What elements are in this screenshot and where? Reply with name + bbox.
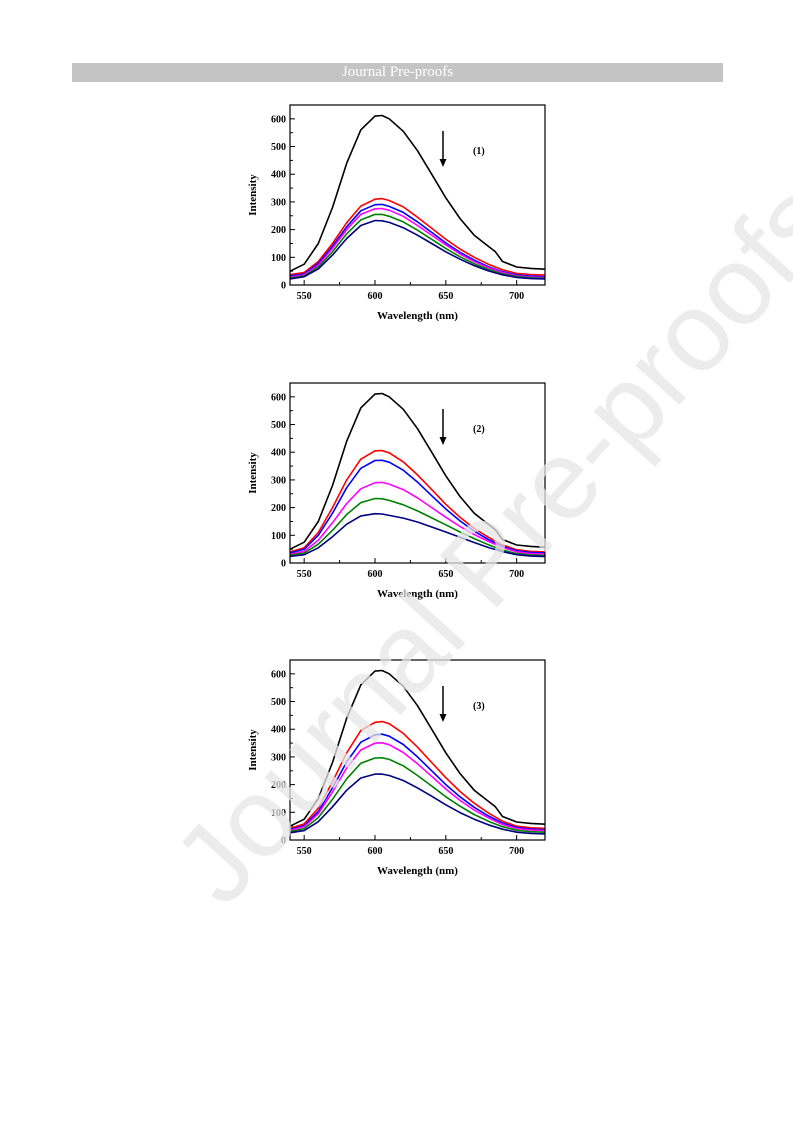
series-line-5 <box>289 497 546 557</box>
series-line-2 <box>289 449 546 553</box>
down-arrow-icon <box>439 159 447 167</box>
y-axis-label: Intensity <box>247 174 259 216</box>
x-tick-label: 650 <box>438 846 453 857</box>
series-line-1 <box>289 114 546 272</box>
y-tick-label: 300 <box>271 197 286 208</box>
x-tick-label: 550 <box>297 569 312 580</box>
series-line-5 <box>289 213 546 280</box>
series-line-1 <box>289 669 546 827</box>
series-line-3 <box>289 459 546 554</box>
y-tick-label: 100 <box>271 253 286 264</box>
emission-chart-3: 550 600 650 700 0 100 200 300 400 500 600 Wavelengt… <box>247 659 546 877</box>
series-line-3 <box>289 203 546 278</box>
y-tick-label: 100 <box>271 808 286 819</box>
y-tick-label: 100 <box>271 531 286 542</box>
y-tick-label: 400 <box>271 725 286 736</box>
y-tick-label: 600 <box>271 114 286 125</box>
x-tick-label: 550 <box>297 291 312 302</box>
plot-frame <box>289 659 546 841</box>
y-tick-label: 300 <box>271 752 286 763</box>
series-line-4 <box>289 207 546 279</box>
y-tick-label: 400 <box>271 170 286 181</box>
x-tick-label: 550 <box>297 846 312 857</box>
y-tick-label: 200 <box>271 780 286 791</box>
y-tick-label: 500 <box>271 420 286 431</box>
panel-label: (2) <box>473 424 485 435</box>
emission-chart-1: 550 600 650 700 0 100 200 300 400 500 600 Wavelengt… <box>247 104 546 322</box>
x-axis-label: Wavelength (nm) <box>377 865 458 877</box>
y-tick-label: 200 <box>271 225 286 236</box>
series-line-1 <box>289 392 546 550</box>
x-axis-label: Wavelength (nm) <box>377 588 458 600</box>
series-line-2 <box>289 197 546 276</box>
y-tick-label: 0 <box>281 559 286 570</box>
y-tick-label: 600 <box>271 392 286 403</box>
y-tick-label: 500 <box>271 142 286 153</box>
series-line-4 <box>289 481 546 555</box>
series-line-5 <box>289 757 546 833</box>
panel-label: (3) <box>473 701 485 712</box>
y-tick-label: 400 <box>271 448 286 459</box>
journal-header-bar: Journal Pre-proofs <box>72 63 723 82</box>
x-tick-label: 700 <box>509 291 524 302</box>
down-arrow-icon <box>439 437 447 445</box>
series-line-3 <box>289 733 546 831</box>
x-tick-label: 700 <box>509 846 524 857</box>
x-tick-label: 700 <box>509 569 524 580</box>
down-arrow-icon <box>439 714 447 722</box>
series-line-6 <box>289 219 546 280</box>
series-line-2 <box>289 720 546 830</box>
journal-header-title: Journal Pre-proofs <box>341 64 454 80</box>
y-tick-label: 200 <box>271 503 286 514</box>
x-axis-label: Wavelength (nm) <box>377 310 458 322</box>
y-tick-label: 0 <box>281 281 286 292</box>
emission-chart-2: 550 600 650 700 0 100 200 300 400 500 600 Wavelengt… <box>247 382 546 600</box>
x-tick-label: 650 <box>438 569 453 580</box>
x-tick-label: 650 <box>438 291 453 302</box>
series-line-4 <box>289 742 546 832</box>
y-tick-label: 500 <box>271 697 286 708</box>
series-line-6 <box>289 512 546 558</box>
y-axis-label: Intensity <box>247 452 259 494</box>
series-line-6 <box>289 773 546 835</box>
x-tick-label: 600 <box>368 291 383 302</box>
y-axis-label: Intensity <box>247 729 259 771</box>
x-tick-label: 600 <box>368 846 383 857</box>
y-tick-label: 600 <box>271 669 286 680</box>
panel-label: (1) <box>473 146 485 157</box>
plot-frame <box>289 104 546 286</box>
y-tick-label: 300 <box>271 475 286 486</box>
x-tick-label: 600 <box>368 569 383 580</box>
plot-frame <box>289 382 546 564</box>
y-tick-label: 0 <box>281 836 286 847</box>
